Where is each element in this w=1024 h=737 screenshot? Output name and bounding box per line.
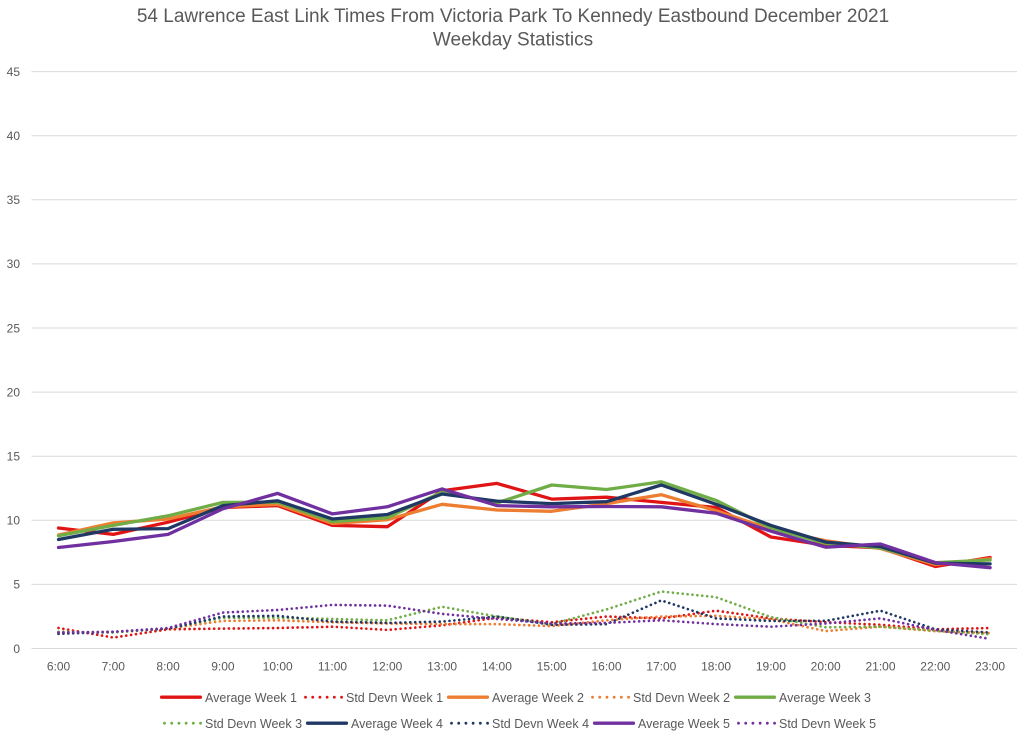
svg-text:Average Week 5: Average Week 5 — [638, 717, 730, 731]
svg-text:15: 15 — [7, 450, 21, 464]
svg-text:Std Devn Week 4: Std Devn Week 4 — [492, 717, 589, 731]
svg-text:10: 10 — [7, 514, 21, 528]
svg-text:14:00: 14:00 — [482, 659, 512, 673]
svg-text:20: 20 — [7, 385, 21, 399]
svg-text:9:00: 9:00 — [211, 659, 235, 673]
svg-text:7:00: 7:00 — [102, 659, 126, 673]
svg-text:54 Lawrence East Link Times Fr: 54 Lawrence East Link Times From Victori… — [137, 6, 889, 27]
svg-text:Average Week 4: Average Week 4 — [351, 717, 443, 731]
svg-text:0: 0 — [13, 642, 20, 656]
svg-text:Average Week 2: Average Week 2 — [492, 691, 584, 705]
svg-text:19:00: 19:00 — [756, 659, 786, 673]
svg-text:Std Devn Week 5: Std Devn Week 5 — [779, 717, 876, 731]
svg-text:8:00: 8:00 — [156, 659, 180, 673]
svg-text:12:00: 12:00 — [372, 659, 402, 673]
svg-text:Average Week 1: Average Week 1 — [205, 691, 297, 705]
svg-text:22:00: 22:00 — [920, 659, 950, 673]
svg-text:Std Devn Week 1: Std Devn Week 1 — [346, 691, 443, 705]
svg-text:11:00: 11:00 — [318, 659, 347, 673]
svg-text:15:00: 15:00 — [537, 659, 567, 673]
svg-text:Average Week 3: Average Week 3 — [779, 691, 871, 705]
svg-text:30: 30 — [7, 257, 21, 271]
svg-text:17:00: 17:00 — [646, 659, 676, 673]
svg-text:5: 5 — [13, 578, 20, 592]
svg-text:40: 40 — [7, 129, 21, 143]
svg-text:16:00: 16:00 — [591, 659, 621, 673]
svg-text:21:00: 21:00 — [865, 659, 895, 673]
svg-text:35: 35 — [7, 193, 21, 207]
svg-text:13:00: 13:00 — [427, 659, 457, 673]
svg-text:Weekday Statistics: Weekday Statistics — [433, 30, 593, 51]
svg-text:20:00: 20:00 — [811, 659, 841, 673]
svg-text:10:00: 10:00 — [263, 659, 293, 673]
svg-text:45: 45 — [7, 65, 21, 79]
svg-text:23:00: 23:00 — [975, 659, 1005, 673]
svg-text:Std Devn Week 3: Std Devn Week 3 — [205, 717, 302, 731]
svg-text:6:00: 6:00 — [47, 659, 71, 673]
svg-text:18:00: 18:00 — [701, 659, 731, 673]
svg-text:25: 25 — [7, 321, 21, 335]
svg-text:Std Devn Week 2: Std Devn Week 2 — [633, 691, 730, 705]
